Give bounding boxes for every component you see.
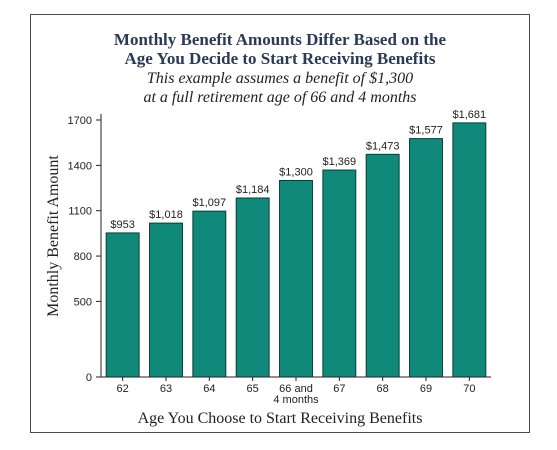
chart-subtitle-line-2: at a full retirement age of 66 and 4 mon…: [143, 89, 417, 106]
bar: [192, 210, 227, 378]
y-tick-label: 1400: [68, 160, 92, 172]
y-tick-label: 1700: [68, 115, 92, 127]
bar: [149, 222, 183, 378]
bar-value-label: $1,577: [409, 125, 443, 137]
y-axis-label: Monthly Benefit Amount: [45, 155, 62, 317]
y-axis-ticks: 0 500 800 1100 1400 1700: [68, 115, 101, 384]
y-tick-label: 1100: [68, 206, 92, 218]
y-tick-label: 0: [86, 372, 92, 384]
bar: [365, 153, 400, 378]
x-axis-label: Age You Choose to Start Receiving Benefi…: [138, 410, 423, 427]
bar-value-label: $953: [110, 219, 134, 231]
x-tick-label: 65: [247, 383, 259, 395]
x-tick-label: 67: [333, 383, 345, 395]
bar-value-label: $1,184: [236, 184, 270, 196]
bar-value-label: $1,097: [193, 197, 227, 209]
chart-title: Monthly Benefit Amounts Differ Based on …: [30, 30, 530, 68]
bar: [235, 197, 270, 378]
bar: [322, 169, 357, 378]
x-tick-label: 62: [117, 383, 129, 395]
chart-frame: [30, 14, 530, 433]
x-tick-label: 63: [160, 383, 172, 395]
bar-value-label: $1,018: [149, 209, 183, 221]
bar: [105, 232, 140, 378]
bars: [105, 122, 487, 378]
bar-value-label: $1,681: [453, 109, 487, 121]
x-tick-label: 66 and: [279, 383, 313, 395]
x-tick-label: 4 months: [273, 394, 319, 406]
bar: [279, 179, 313, 378]
bar: [409, 138, 443, 378]
x-tick-label: 69: [420, 383, 432, 395]
chart-title-line-1: Monthly Benefit Amounts Differ Based on …: [113, 30, 447, 49]
value-labels: $953 $1,018 $1,097 $1,184 $1,300 $1,369 $1,473…: [110, 109, 486, 231]
y-tick-label: 500: [74, 296, 92, 308]
x-tick-label: 68: [377, 383, 389, 395]
bar-value-label: $1,369: [323, 156, 357, 168]
bar: [452, 122, 487, 378]
bar-value-label: $1,473: [366, 140, 400, 152]
x-tick-label: 70: [463, 383, 475, 395]
chart-title-line-2: Age You Decide to Start Receiving Benefi…: [124, 49, 436, 68]
x-tick-label: 64: [203, 383, 215, 395]
y-tick-label: 800: [74, 251, 92, 263]
chart-subtitle-line-1: This example assumes a benefit of $1,300: [146, 70, 414, 87]
bar-value-label: $1,300: [279, 166, 313, 178]
chart-subtitle: This example assumes a benefit of $1,300…: [30, 69, 530, 107]
